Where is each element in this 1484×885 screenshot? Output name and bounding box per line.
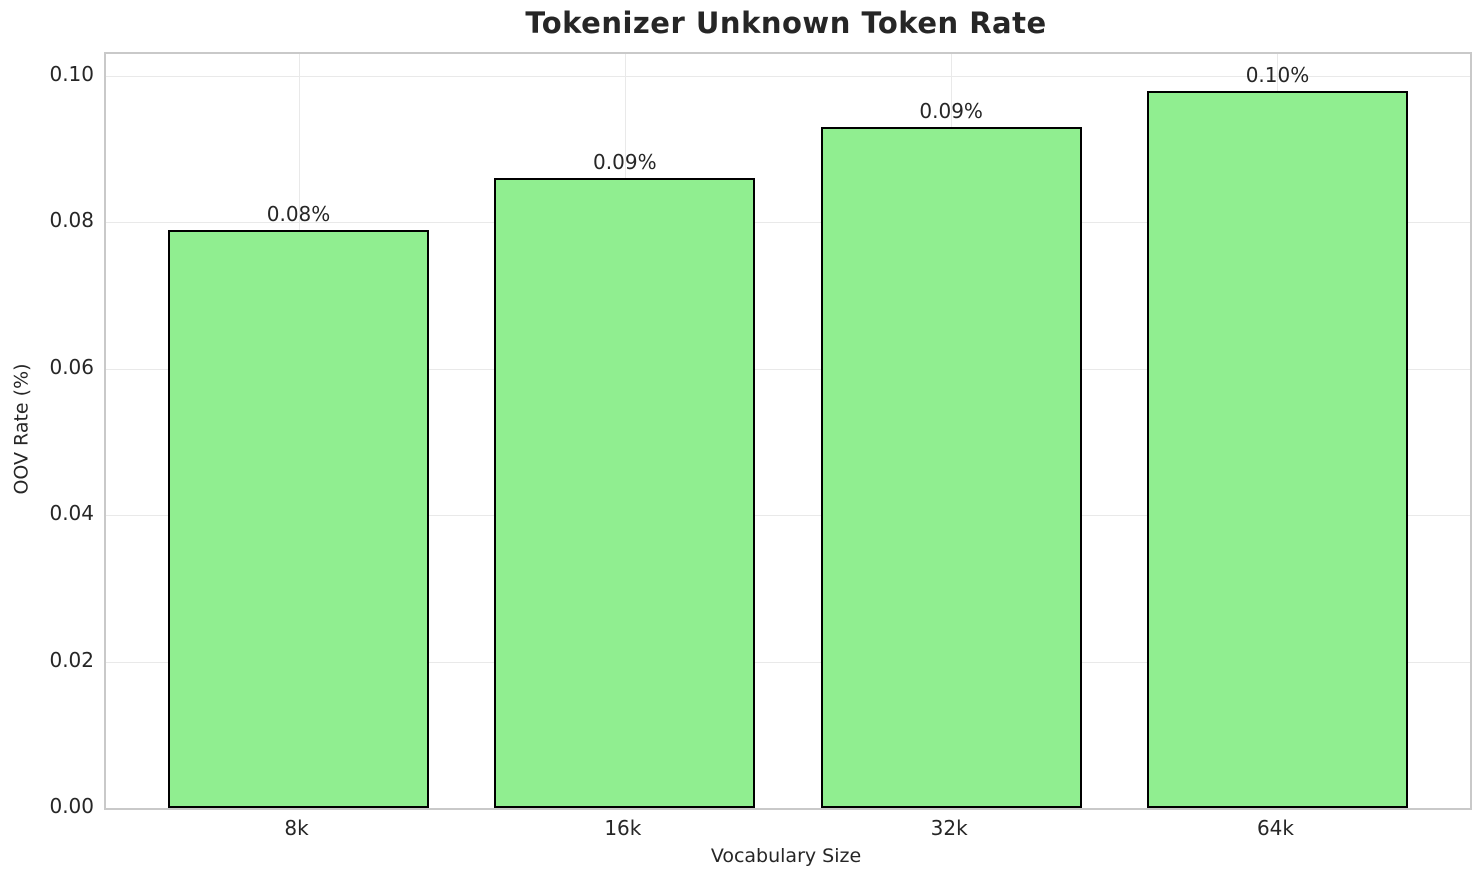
- horizontal-gridline: [106, 75, 1470, 77]
- bar-value-label: 0.09%: [919, 99, 983, 124]
- bar-64k: [1146, 90, 1408, 808]
- bar-32k: [820, 127, 1082, 808]
- chart-title: Tokenizer Unknown Token Rate: [525, 6, 1047, 40]
- horizontal-gridline: [106, 515, 1470, 517]
- horizontal-gridline: [106, 222, 1470, 224]
- x-tick-label-64k: 64k: [1256, 816, 1294, 840]
- bar-value-label: 0.09%: [593, 150, 657, 175]
- y-axis-label-text: OOV Rate (%): [11, 363, 34, 495]
- y-tick-label: 0.08: [49, 208, 94, 233]
- x-tick-label-32k: 32k: [930, 816, 968, 840]
- y-tick-label: 0.04: [49, 501, 94, 526]
- horizontal-gridline: [106, 661, 1470, 663]
- y-axis-label: OOV Rate (%): [8, 52, 36, 806]
- x-axis-label: Vocabulary Size: [710, 845, 862, 867]
- x-tick-label-8k: 8k: [284, 816, 309, 840]
- y-tick-label: 0.06: [49, 354, 94, 379]
- y-tick-label: 0.10: [49, 61, 94, 86]
- y-tick-label: 0.02: [49, 647, 94, 672]
- plot-area: 0.08% 0.09% 0.09% 0.10%: [104, 52, 1472, 810]
- x-tick-label-16k: 16k: [604, 816, 642, 840]
- bar-16k: [494, 178, 756, 808]
- y-tick-label: 0.00: [49, 794, 94, 818]
- bar-value-label: 0.10%: [1245, 62, 1310, 87]
- bar-value-label: 0.08%: [266, 201, 331, 226]
- horizontal-gridline: [106, 368, 1470, 370]
- bar-8k: [168, 229, 430, 808]
